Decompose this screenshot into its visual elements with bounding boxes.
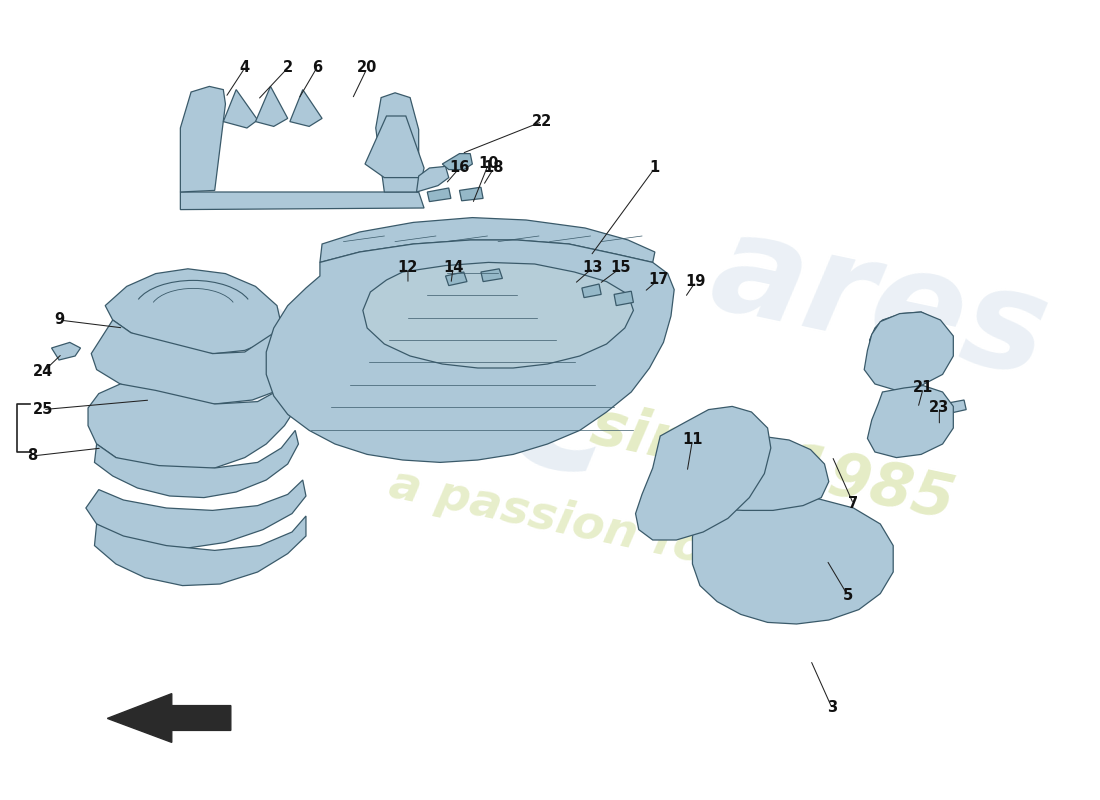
Polygon shape xyxy=(481,269,503,282)
Polygon shape xyxy=(868,386,954,458)
Text: 25: 25 xyxy=(33,402,53,417)
Text: 12: 12 xyxy=(398,261,418,275)
Text: 20: 20 xyxy=(358,61,377,75)
Polygon shape xyxy=(417,166,449,192)
Text: a passion for: a passion for xyxy=(385,462,732,578)
Polygon shape xyxy=(266,240,674,462)
Text: 14: 14 xyxy=(443,261,463,275)
Polygon shape xyxy=(442,154,472,170)
Polygon shape xyxy=(363,262,634,368)
Polygon shape xyxy=(376,93,419,192)
Text: 8: 8 xyxy=(28,449,37,463)
Polygon shape xyxy=(108,694,231,742)
Polygon shape xyxy=(255,86,288,126)
Polygon shape xyxy=(582,284,602,298)
Text: 9: 9 xyxy=(54,313,64,327)
Text: 11: 11 xyxy=(682,433,703,447)
Text: 16: 16 xyxy=(449,161,470,175)
Text: 18: 18 xyxy=(484,161,504,175)
Text: 13: 13 xyxy=(582,261,603,275)
Polygon shape xyxy=(86,480,306,548)
Polygon shape xyxy=(692,494,893,624)
Text: 21: 21 xyxy=(913,381,934,395)
Polygon shape xyxy=(95,516,306,586)
Polygon shape xyxy=(870,312,939,366)
Polygon shape xyxy=(180,192,425,210)
Polygon shape xyxy=(223,90,257,128)
Text: 17: 17 xyxy=(648,273,669,287)
Polygon shape xyxy=(692,436,828,510)
Text: 3: 3 xyxy=(827,701,837,715)
Text: 22: 22 xyxy=(532,114,552,129)
Text: 6: 6 xyxy=(311,61,322,75)
Polygon shape xyxy=(943,400,966,414)
Polygon shape xyxy=(106,269,282,354)
Text: since 1985: since 1985 xyxy=(586,397,960,531)
Text: 19: 19 xyxy=(685,274,706,289)
Polygon shape xyxy=(636,406,771,540)
Polygon shape xyxy=(180,86,226,192)
Text: 5: 5 xyxy=(843,589,854,603)
Text: 1: 1 xyxy=(650,161,660,175)
Polygon shape xyxy=(460,187,483,201)
Text: 7: 7 xyxy=(848,497,858,511)
Text: 4: 4 xyxy=(240,61,250,75)
Text: 2: 2 xyxy=(283,61,293,75)
Polygon shape xyxy=(95,430,298,498)
Polygon shape xyxy=(365,116,425,178)
Polygon shape xyxy=(52,342,80,360)
Text: 23: 23 xyxy=(930,401,949,415)
Polygon shape xyxy=(320,218,654,262)
Text: eurc: eurc xyxy=(161,251,634,517)
Polygon shape xyxy=(427,188,451,202)
Polygon shape xyxy=(614,291,634,306)
Polygon shape xyxy=(446,272,468,286)
Text: 10: 10 xyxy=(478,157,498,171)
Polygon shape xyxy=(865,312,954,390)
Polygon shape xyxy=(91,320,300,404)
Polygon shape xyxy=(88,362,306,472)
Text: 15: 15 xyxy=(610,261,630,275)
Text: ares: ares xyxy=(701,202,1060,406)
Polygon shape xyxy=(290,90,322,126)
Text: 24: 24 xyxy=(33,365,53,379)
